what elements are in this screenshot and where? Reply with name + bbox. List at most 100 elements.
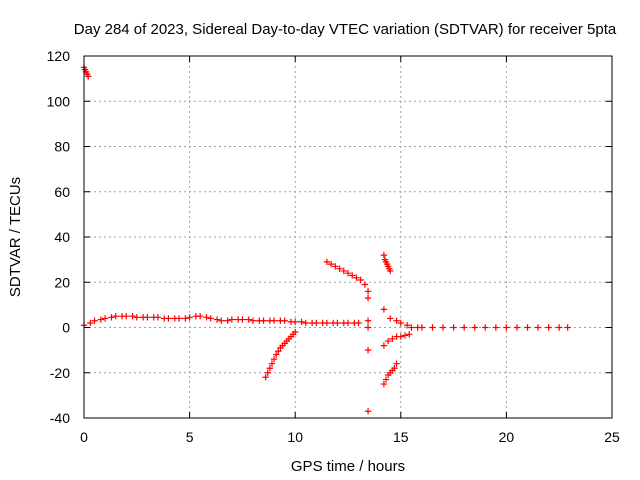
y-axis-label: SDTVAR / TECUs xyxy=(7,177,24,297)
data-point xyxy=(165,315,172,322)
grid-layer xyxy=(84,56,612,418)
data-point xyxy=(260,317,267,324)
data-point xyxy=(281,317,288,324)
data-point xyxy=(380,380,388,388)
data-point xyxy=(323,258,331,266)
data-point xyxy=(334,319,341,327)
data-point xyxy=(361,281,369,288)
y-tick-label: -40 xyxy=(50,410,70,426)
data-point xyxy=(364,324,372,331)
data-point xyxy=(380,251,388,259)
x-tick-label: 0 xyxy=(80,429,88,445)
data-point xyxy=(262,374,269,381)
data-point xyxy=(403,322,411,329)
data-point xyxy=(228,316,236,323)
data-point xyxy=(349,272,356,279)
chart-title: Day 284 of 2023, Sidereal Day-to-day VTE… xyxy=(74,21,617,38)
data-point xyxy=(272,351,280,358)
data-point xyxy=(182,315,189,322)
data-point xyxy=(133,314,140,321)
data-point xyxy=(382,376,390,383)
data-point xyxy=(401,332,409,339)
axis-layer: 0 5 10 15 20 25 -40 -20 0 20 40 60 80 100 120 xyxy=(47,48,620,445)
data-point xyxy=(391,365,398,372)
data-point xyxy=(97,316,105,323)
data-point xyxy=(564,324,571,331)
data-point xyxy=(87,319,94,327)
y-tick-label: 20 xyxy=(54,274,70,290)
data-point xyxy=(196,312,204,320)
data-point xyxy=(203,314,210,321)
data-point xyxy=(364,288,372,295)
data-point xyxy=(218,317,225,324)
series-post-15-band xyxy=(380,306,571,331)
data-point xyxy=(389,335,396,343)
data-point xyxy=(387,315,394,322)
series-isolated-13.5 xyxy=(364,288,372,415)
data-point xyxy=(266,365,274,372)
data-point xyxy=(154,314,162,321)
data-point xyxy=(357,276,364,284)
y-tick-label: 60 xyxy=(54,184,70,200)
data-point xyxy=(384,337,392,345)
x-tick-label: 5 xyxy=(186,429,194,445)
points-layer xyxy=(80,64,571,415)
x-tick-label: 10 xyxy=(287,429,303,445)
y-tick-label: 0 xyxy=(62,320,70,336)
y-tick-label: 120 xyxy=(47,48,71,64)
data-point xyxy=(397,319,404,327)
data-point xyxy=(355,319,362,327)
data-point xyxy=(364,408,372,415)
data-point xyxy=(545,324,552,331)
data-point xyxy=(340,267,347,275)
data-point xyxy=(224,317,231,324)
data-point xyxy=(123,312,130,320)
data-point xyxy=(239,316,246,323)
data-point xyxy=(292,328,299,336)
data-point xyxy=(460,324,468,331)
data-point xyxy=(503,324,510,331)
series-upper-14.3 xyxy=(380,251,394,275)
series-lower-branch-14.3 xyxy=(380,331,413,349)
data-point xyxy=(393,317,400,324)
data-point xyxy=(556,324,563,331)
data-point xyxy=(418,324,426,331)
data-point xyxy=(298,318,305,326)
data-point xyxy=(364,346,372,354)
data-point xyxy=(344,270,352,277)
data-point xyxy=(471,324,478,331)
y-tick-label: 80 xyxy=(54,139,70,155)
data-point xyxy=(323,319,331,327)
data-point xyxy=(336,265,343,272)
series-arc-falling xyxy=(323,258,369,288)
data-point xyxy=(429,324,436,331)
data-point xyxy=(353,274,360,281)
data-point xyxy=(492,324,500,331)
data-point xyxy=(213,316,221,323)
data-point xyxy=(85,73,92,80)
data-point xyxy=(112,312,119,320)
data-point xyxy=(175,315,183,322)
data-point xyxy=(313,319,320,327)
data-point xyxy=(450,324,457,331)
data-point xyxy=(408,324,415,331)
data-point xyxy=(302,319,309,327)
data-point xyxy=(264,369,271,376)
data-point xyxy=(144,314,151,321)
data-point xyxy=(270,317,278,324)
series-main-band xyxy=(80,312,362,329)
data-point xyxy=(364,294,372,302)
data-point xyxy=(524,324,531,331)
data-point xyxy=(380,342,388,349)
y-tick-label: -20 xyxy=(50,365,70,381)
data-point xyxy=(292,318,299,326)
data-point xyxy=(513,324,521,331)
data-point xyxy=(482,324,489,331)
data-point xyxy=(249,317,257,324)
data-point xyxy=(270,355,278,363)
data-point xyxy=(108,314,115,321)
data-point xyxy=(207,315,214,322)
series-start-outliers xyxy=(80,64,92,80)
x-axis-label: GPS time / hours xyxy=(291,458,405,475)
